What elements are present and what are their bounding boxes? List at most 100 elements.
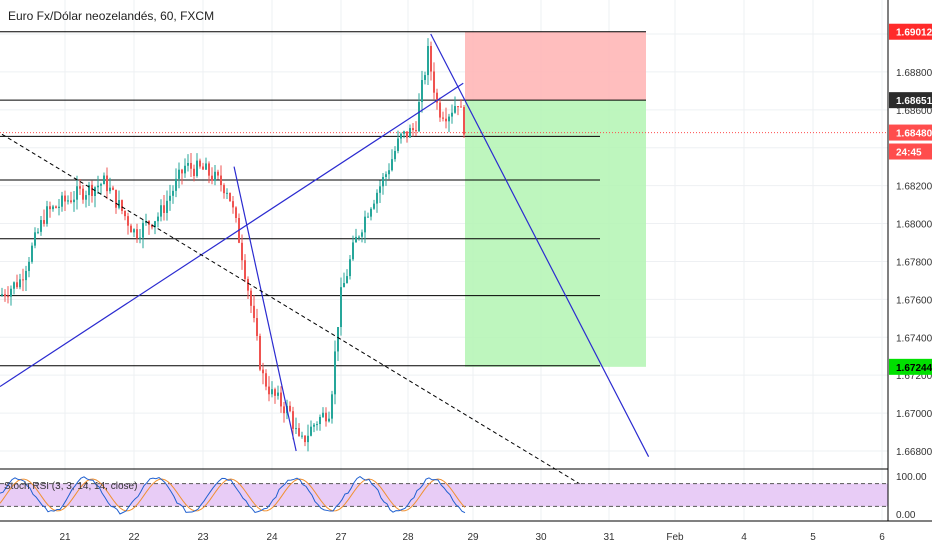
candle-body bbox=[157, 216, 159, 222]
candle-body bbox=[91, 184, 93, 197]
candle-body bbox=[256, 318, 258, 336]
candle-body bbox=[70, 200, 72, 203]
x-tick-label: 6 bbox=[879, 532, 885, 543]
candle-body bbox=[106, 175, 108, 192]
candle-body bbox=[61, 195, 63, 207]
candle-body bbox=[352, 242, 354, 260]
take-profit-zone bbox=[465, 100, 646, 367]
candle-body bbox=[346, 276, 348, 284]
candle-body bbox=[277, 392, 279, 396]
candle-body bbox=[217, 171, 219, 176]
candle-body bbox=[118, 200, 120, 208]
candle-body bbox=[205, 163, 207, 170]
candle-body bbox=[52, 206, 54, 210]
candle-body bbox=[298, 428, 300, 436]
price-tag-label: 1.68480 bbox=[896, 129, 932, 140]
candle-body bbox=[25, 270, 27, 281]
candle-body bbox=[184, 165, 186, 174]
candle-body bbox=[67, 200, 69, 202]
candle-body bbox=[415, 130, 417, 132]
candle-body bbox=[364, 216, 366, 233]
candle-body bbox=[361, 232, 363, 237]
candle-body bbox=[289, 405, 291, 412]
candle-body bbox=[163, 205, 165, 213]
candle-body bbox=[121, 200, 123, 211]
candle-body bbox=[160, 205, 162, 217]
candle-body bbox=[397, 138, 399, 151]
candle-body bbox=[169, 195, 171, 201]
candle-body bbox=[307, 435, 309, 443]
candle-body bbox=[166, 200, 168, 213]
candle-body bbox=[331, 394, 333, 419]
candle-body bbox=[259, 335, 261, 370]
price-tag-label: 1.68651 bbox=[896, 96, 932, 107]
price-tag-bg bbox=[889, 124, 932, 141]
price-tag-bg bbox=[889, 358, 932, 375]
candle-body bbox=[28, 261, 30, 271]
candle-body bbox=[112, 187, 114, 190]
candle-body bbox=[97, 185, 99, 188]
candle-body bbox=[385, 174, 387, 178]
y-tick-label: 1.68200 bbox=[896, 182, 932, 193]
price-tag-bg bbox=[889, 92, 932, 109]
candle-body bbox=[34, 232, 36, 246]
candle-body bbox=[418, 102, 420, 132]
candle-body bbox=[211, 175, 213, 181]
y-tick-label: 1.67800 bbox=[896, 257, 932, 268]
trend-line-down-leg bbox=[233, 166, 297, 452]
candle-body bbox=[94, 187, 96, 197]
candle-body bbox=[454, 106, 456, 113]
price-tag-label: 1.69012 bbox=[896, 28, 932, 39]
candle-body bbox=[400, 133, 402, 139]
candle-body bbox=[313, 424, 315, 427]
candle-body bbox=[250, 290, 252, 306]
candle-body bbox=[10, 288, 12, 297]
candle-body bbox=[319, 416, 321, 425]
candle-body bbox=[316, 424, 318, 426]
x-tick-label: 4 bbox=[741, 532, 747, 543]
candle-body bbox=[328, 418, 330, 422]
candle-body bbox=[208, 163, 210, 176]
candle-body bbox=[445, 118, 447, 122]
dashed-trend-line bbox=[0, 132, 583, 486]
candle-body bbox=[151, 224, 153, 228]
y-tick-label: 1.68600 bbox=[896, 106, 932, 117]
candle-body bbox=[457, 106, 459, 108]
candle-body bbox=[463, 107, 465, 135]
price-axis-bg bbox=[888, 0, 932, 550]
candle-body bbox=[43, 220, 45, 224]
candle-body bbox=[199, 160, 201, 167]
trend-lines bbox=[0, 33, 650, 486]
candle-body bbox=[367, 216, 369, 218]
candle-body bbox=[436, 92, 438, 103]
stoch-band bbox=[0, 483, 888, 507]
candle-body bbox=[16, 282, 18, 288]
candle-body bbox=[190, 162, 192, 169]
candle-body bbox=[223, 185, 225, 194]
candle-body bbox=[193, 168, 195, 177]
candle-body bbox=[133, 229, 135, 233]
candle-body bbox=[46, 206, 48, 224]
candle-body bbox=[64, 195, 66, 202]
indicator-tick-label: 100.00 bbox=[896, 472, 927, 483]
candle-body bbox=[349, 259, 351, 277]
candle-body bbox=[262, 369, 264, 374]
candle-body bbox=[178, 169, 180, 179]
y-tick-label: 1.67400 bbox=[896, 333, 932, 344]
y-tick-label: 1.67200 bbox=[896, 371, 932, 382]
candle-body bbox=[265, 373, 267, 387]
candle-body bbox=[373, 203, 375, 209]
candle-body bbox=[214, 171, 216, 181]
grid bbox=[0, 0, 888, 520]
candle-body bbox=[340, 287, 342, 328]
candle-body bbox=[58, 206, 60, 208]
price-tag-label: 24:45 bbox=[896, 148, 922, 159]
x-tick-label: 29 bbox=[467, 532, 479, 543]
candle-body bbox=[235, 207, 237, 218]
candle-body bbox=[40, 220, 42, 232]
x-tick-label: Feb bbox=[666, 532, 684, 543]
candle-body bbox=[376, 192, 378, 204]
